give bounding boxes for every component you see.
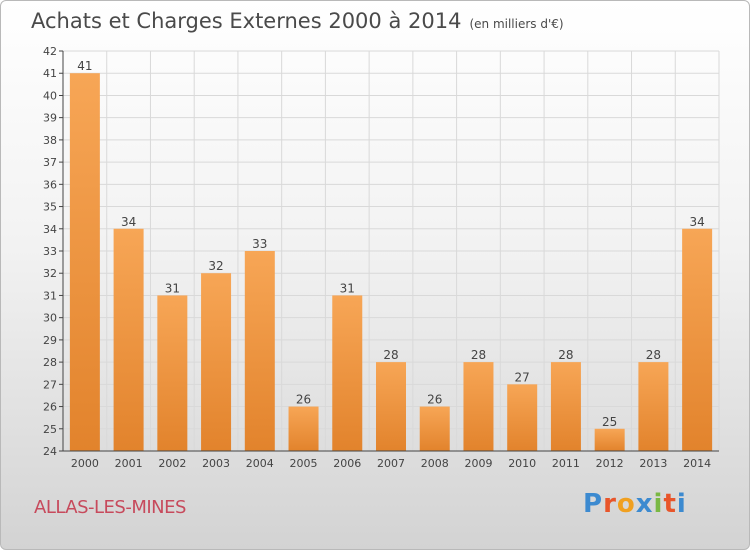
y-tick-label: 39: [43, 112, 57, 125]
data-label: 33: [252, 237, 267, 251]
x-tick-label: 2004: [246, 457, 274, 470]
x-tick-label: 2005: [290, 457, 318, 470]
logo-letter: i: [653, 489, 664, 519]
x-tick-label: 2008: [421, 457, 449, 470]
logo-letter: t: [663, 489, 677, 519]
data-label: 26: [296, 393, 311, 407]
data-label: 31: [165, 281, 180, 295]
bar-2008: [419, 406, 450, 451]
bar-2014: [682, 228, 713, 451]
x-tick-label: 2006: [333, 457, 361, 470]
data-label: 28: [558, 348, 573, 362]
x-tick-label: 2001: [115, 457, 143, 470]
y-tick-label: 38: [43, 134, 57, 147]
x-tick-label: 2007: [377, 457, 405, 470]
y-tick-label: 25: [43, 423, 57, 436]
data-label: 28: [646, 348, 661, 362]
data-label: 41: [77, 59, 92, 73]
data-label: 28: [471, 348, 486, 362]
bar-2005: [288, 406, 319, 451]
data-label: 28: [383, 348, 398, 362]
bar-2003: [201, 273, 232, 451]
x-tick-label: 2011: [552, 457, 580, 470]
axes: [59, 50, 719, 452]
labels: 24 25 26 27 28 29 30 31 32 33 34 35 36 37 38 39 40 41 42 41…: [43, 45, 711, 470]
bar-2011: [550, 362, 581, 451]
chart-title: Achats et Charges Externes 2000 à 2014 (e…: [31, 9, 564, 33]
bar-2006: [332, 295, 363, 451]
x-tick-label: 2012: [596, 457, 624, 470]
bar-2001: [113, 228, 144, 451]
y-tick-label: 26: [43, 401, 57, 414]
data-label: 34: [121, 215, 136, 229]
y-tick-label: 29: [43, 334, 57, 347]
y-tick-label: 28: [43, 356, 57, 369]
y-tick-label: 32: [43, 267, 57, 280]
x-tick-label: 2002: [158, 457, 186, 470]
y-tick-label: 27: [43, 378, 57, 391]
logo-letter: r: [603, 489, 617, 519]
logo-letter: o: [616, 489, 636, 519]
chart-unit: (en milliers d'€): [469, 17, 564, 31]
y-tick-label: 24: [43, 445, 57, 458]
x-tick-label: 2013: [639, 457, 667, 470]
y-tick-label: 35: [43, 201, 57, 214]
x-tick-label: 2003: [202, 457, 230, 470]
logo-letter: P: [583, 489, 604, 519]
proxiti-logo: Proxiti: [583, 489, 687, 519]
y-tick-label: 30: [43, 312, 57, 325]
data-label: 27: [515, 370, 530, 384]
logo-letter: i: [676, 489, 687, 519]
data-label: 32: [208, 259, 223, 273]
y-tick-label: 31: [43, 289, 57, 302]
x-tick-label: 2014: [683, 457, 711, 470]
y-tick-label: 36: [43, 178, 57, 191]
x-tick-label: 2000: [71, 457, 99, 470]
logo-letter: x: [635, 489, 654, 519]
x-tick-label: 2009: [464, 457, 492, 470]
x-tick-label: 2010: [508, 457, 536, 470]
data-label: 25: [602, 415, 617, 429]
data-label: 26: [427, 393, 442, 407]
bar-2000: [69, 73, 100, 451]
y-tick-label: 37: [43, 156, 57, 169]
chart-title-text: Achats et Charges Externes 2000 à 2014: [31, 9, 462, 33]
bar-2007: [376, 362, 406, 451]
y-tick-label: 34: [43, 223, 57, 236]
data-label: 34: [689, 215, 704, 229]
y-tick-label: 41: [43, 67, 57, 80]
y-tick-label: 33: [43, 245, 57, 258]
bar-2010: [507, 384, 538, 451]
y-tick-label: 40: [43, 89, 57, 102]
bar-2004: [244, 251, 275, 451]
bar-2009: [463, 362, 494, 451]
bar-2012: [594, 428, 625, 451]
data-label: 31: [340, 281, 355, 295]
bar-2013: [638, 362, 669, 451]
bar-2002: [157, 295, 188, 451]
commune-name: ALLAS-LES-MINES: [34, 497, 186, 518]
y-tick-label: 42: [43, 45, 57, 58]
bars: [69, 73, 713, 451]
